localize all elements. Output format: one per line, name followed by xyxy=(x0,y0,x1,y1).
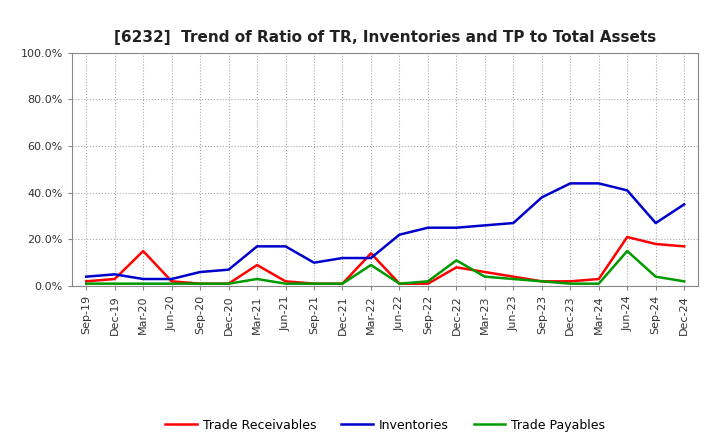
Trade Receivables xyxy=(310,281,318,286)
Line: Trade Payables: Trade Payables xyxy=(86,251,684,284)
Trade Payables xyxy=(423,279,432,284)
Inventories xyxy=(395,232,404,237)
Trade Receivables xyxy=(537,279,546,284)
Line: Trade Receivables: Trade Receivables xyxy=(86,237,684,284)
Trade Receivables xyxy=(595,276,603,282)
Trade Receivables xyxy=(652,242,660,247)
Trade Receivables xyxy=(338,281,347,286)
Trade Receivables xyxy=(110,276,119,282)
Inventories xyxy=(196,269,204,275)
Trade Receivables xyxy=(366,251,375,256)
Trade Receivables xyxy=(680,244,688,249)
Trade Receivables xyxy=(225,281,233,286)
Trade Receivables xyxy=(253,262,261,268)
Trade Payables xyxy=(509,276,518,282)
Inventories xyxy=(652,220,660,226)
Trade Receivables xyxy=(82,279,91,284)
Trade Receivables xyxy=(623,235,631,240)
Inventories xyxy=(310,260,318,265)
Inventories xyxy=(566,181,575,186)
Inventories xyxy=(167,276,176,282)
Inventories xyxy=(452,225,461,231)
Trade Payables xyxy=(395,281,404,286)
Inventories xyxy=(680,202,688,207)
Trade Payables xyxy=(282,281,290,286)
Trade Receivables xyxy=(282,279,290,284)
Inventories xyxy=(82,274,91,279)
Trade Receivables xyxy=(196,281,204,286)
Trade Receivables xyxy=(452,265,461,270)
Inventories xyxy=(338,255,347,260)
Inventories xyxy=(595,181,603,186)
Trade Receivables xyxy=(509,274,518,279)
Trade Payables xyxy=(310,281,318,286)
Trade Payables xyxy=(480,274,489,279)
Trade Receivables xyxy=(480,269,489,275)
Trade Payables xyxy=(366,262,375,268)
Inventories xyxy=(509,220,518,226)
Trade Payables xyxy=(167,281,176,286)
Trade Payables xyxy=(139,281,148,286)
Trade Receivables xyxy=(395,281,404,286)
Trade Payables xyxy=(537,279,546,284)
Trade Payables xyxy=(338,281,347,286)
Trade Payables xyxy=(110,281,119,286)
Trade Payables xyxy=(225,281,233,286)
Trade Receivables xyxy=(566,279,575,284)
Inventories xyxy=(366,255,375,260)
Inventories xyxy=(139,276,148,282)
Trade Payables xyxy=(452,258,461,263)
Inventories xyxy=(225,267,233,272)
Trade Receivables xyxy=(167,279,176,284)
Trade Payables xyxy=(595,281,603,286)
Inventories xyxy=(623,188,631,193)
Inventories xyxy=(110,271,119,277)
Trade Payables xyxy=(82,281,91,286)
Inventories xyxy=(282,244,290,249)
Inventories xyxy=(423,225,432,231)
Title: [6232]  Trend of Ratio of TR, Inventories and TP to Total Assets: [6232] Trend of Ratio of TR, Inventories… xyxy=(114,29,657,45)
Inventories xyxy=(537,195,546,200)
Trade Payables xyxy=(566,281,575,286)
Legend: Trade Receivables, Inventories, Trade Payables: Trade Receivables, Inventories, Trade Pa… xyxy=(161,414,610,436)
Trade Receivables xyxy=(423,281,432,286)
Trade Payables xyxy=(623,248,631,253)
Trade Payables xyxy=(253,276,261,282)
Inventories xyxy=(480,223,489,228)
Line: Inventories: Inventories xyxy=(86,183,684,279)
Trade Payables xyxy=(680,279,688,284)
Inventories xyxy=(253,244,261,249)
Trade Payables xyxy=(196,281,204,286)
Trade Payables xyxy=(652,274,660,279)
Trade Receivables xyxy=(139,248,148,253)
